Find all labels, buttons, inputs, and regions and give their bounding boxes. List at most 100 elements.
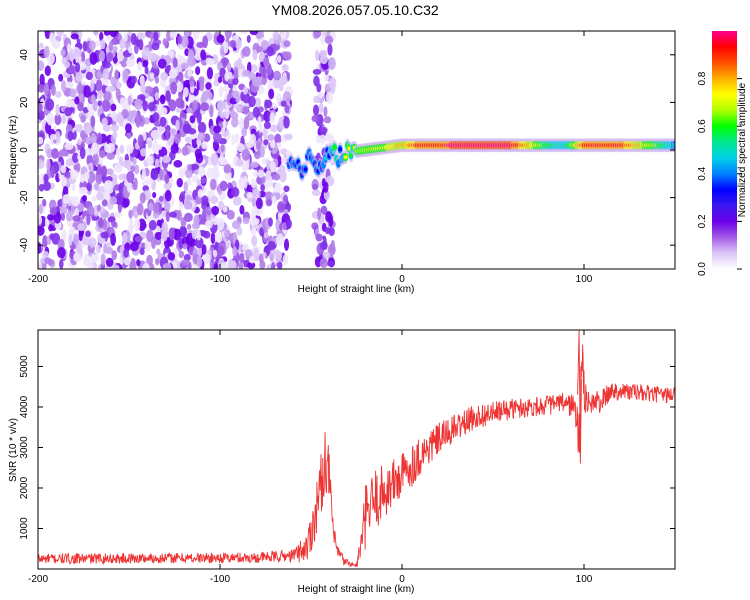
spectrogram-noise-cell bbox=[66, 43, 72, 54]
spectrogram-noise-cell bbox=[177, 35, 183, 45]
spectrogram-noise-cell bbox=[84, 171, 90, 181]
spectrogram-noise-cell bbox=[95, 171, 103, 185]
spectrogram-noise-band-cell bbox=[311, 222, 319, 230]
spectrogram-noise-cell bbox=[60, 165, 67, 173]
spectrogram-noise-cell bbox=[38, 136, 44, 145]
spectrogram-noise-cell bbox=[222, 85, 229, 92]
snr-series-line bbox=[38, 344, 675, 568]
spectrogram-noise-cell bbox=[64, 60, 71, 69]
spectrogram-noise-cell bbox=[175, 81, 184, 93]
spectrogram-noise-cell bbox=[239, 252, 245, 263]
spectrogram-noise-cell bbox=[284, 104, 290, 114]
spectrogram-noise-cell bbox=[263, 56, 270, 68]
spectrogram-noise-cell bbox=[268, 88, 275, 100]
spectrogram-noise-cell bbox=[161, 221, 169, 234]
spectrogram-noise-cell bbox=[121, 109, 129, 119]
colorbar-axes: 0.0 0.2 0.4 0.6 0.8 bbox=[697, 71, 742, 276]
spectrogram-noise-cell bbox=[110, 103, 117, 112]
spectrogram-noise-cell bbox=[212, 249, 218, 258]
spectrogram-noise-cell bbox=[96, 132, 103, 145]
spectrogram-noise-cell bbox=[92, 153, 99, 166]
spectrogram-noise-band-cell bbox=[325, 211, 333, 222]
spectrogram-noise-cell bbox=[197, 132, 206, 142]
spectrogram-noise-cell bbox=[144, 65, 149, 75]
spectrogram-noise-cell bbox=[282, 254, 289, 266]
spectrogram-noise-cell bbox=[278, 82, 284, 92]
spectrogram-noise-cell bbox=[198, 166, 206, 177]
spectrogram-noise-cell bbox=[46, 112, 55, 126]
spectrogram-noise-cell bbox=[65, 158, 74, 167]
spectrogram-noise-cell bbox=[217, 76, 223, 84]
spectrogram-noise-cell bbox=[241, 148, 250, 161]
spectrogram-noise-cell bbox=[99, 31, 104, 41]
spectrogram-noise-cell bbox=[235, 105, 241, 112]
spectrogram-noise-cell bbox=[182, 86, 189, 98]
spectrogram-noise-cell bbox=[146, 155, 154, 166]
spectrogram-noise-cell bbox=[226, 62, 232, 72]
spectrogram-noise-cell bbox=[148, 219, 157, 231]
spectrogram-noise-band-cell bbox=[311, 114, 320, 123]
spectrogram-noise-cell bbox=[97, 90, 104, 98]
spectrogram-noise-cell bbox=[175, 97, 184, 109]
spectrogram-noise-cell bbox=[113, 162, 123, 173]
spectrogram-noise-band-cell bbox=[311, 189, 321, 197]
spectrogram-noise-cell bbox=[141, 180, 149, 187]
spectrogram-noise-cell bbox=[205, 219, 213, 229]
spectrogram-noise-cell bbox=[58, 73, 64, 82]
spectrogram-noise-cell bbox=[191, 229, 197, 240]
spectrogram-noise-band-cell bbox=[325, 91, 333, 104]
spectrogram-noise-cell bbox=[136, 32, 146, 40]
spectrogram-noise-cell bbox=[38, 60, 45, 71]
spectrogram-noise-cell bbox=[152, 191, 157, 199]
spectrogram-noise-cell bbox=[159, 78, 167, 88]
spectrogram-noise-cell bbox=[126, 171, 135, 184]
spectrogram-noise-cell bbox=[101, 199, 108, 207]
spectrogram-noise-cell bbox=[104, 180, 113, 188]
spectrogram-noise-cell bbox=[255, 45, 264, 53]
spectrogram-noise-cell bbox=[43, 181, 51, 191]
spectrogram-noise-cell bbox=[243, 116, 250, 130]
spectrogram-noise-cell bbox=[244, 249, 253, 258]
spectrogram-noise-cell bbox=[57, 246, 66, 259]
spectrogram-noise-cell bbox=[109, 31, 119, 38]
spectrogram-noise-cell bbox=[181, 259, 190, 266]
spectrogram-noise-cell bbox=[201, 195, 209, 206]
spectrogram-noise-band-cell bbox=[312, 68, 322, 75]
spectrogram-noise-cell bbox=[260, 184, 265, 192]
spectrogram-noise-cell bbox=[67, 130, 74, 142]
spectrogram-noise-cell bbox=[90, 115, 96, 128]
spectrogram-noise-cell bbox=[178, 194, 185, 203]
spectrogram-noise-cell bbox=[224, 72, 230, 82]
spectrogram-noise-cell bbox=[195, 152, 204, 164]
spectrogram-noise-cell bbox=[131, 158, 137, 166]
spectrogram-noise-cell bbox=[62, 186, 69, 196]
spectrogram-noise-cell bbox=[42, 250, 49, 258]
spectrogram-noise-cell bbox=[200, 102, 210, 112]
spectrogram-noise-cell bbox=[60, 229, 67, 243]
spectrogram-noise-cell bbox=[160, 231, 168, 242]
spectrogram-noise-cell bbox=[263, 231, 269, 239]
spectrogram-noise-cell bbox=[196, 255, 203, 268]
spectrogram-noise-band-cell bbox=[319, 257, 329, 269]
spectrogram-noise-cell bbox=[240, 91, 245, 102]
spectrogram-noise-cell bbox=[98, 150, 106, 159]
spectrogram-noise-cell bbox=[56, 31, 64, 37]
spectrogram-noise-cell bbox=[186, 107, 193, 114]
spectrogram-noise-cell bbox=[105, 246, 114, 255]
spectrogram-noise-cell bbox=[144, 86, 153, 94]
spectrogram-noise-cell bbox=[115, 88, 121, 100]
spectrogram-noise-cell bbox=[219, 111, 227, 119]
spectrogram-noise-cell bbox=[185, 168, 193, 179]
spectrogram-noise-cell bbox=[182, 123, 192, 134]
spectrogram-noise-cell bbox=[38, 102, 43, 113]
spectrogram-noise-cell bbox=[50, 165, 55, 179]
spectrogram-noise-cell bbox=[153, 31, 159, 41]
spectrogram-noise-cell bbox=[176, 210, 182, 222]
spectrogram-noise-cell bbox=[238, 177, 245, 190]
spectrogram-noise-band-cell bbox=[322, 251, 330, 259]
spectrogram-noise-cell bbox=[43, 82, 49, 96]
snr-ytick-label: 5000 bbox=[19, 355, 30, 378]
spectrogram-noise-cell bbox=[178, 250, 185, 259]
spectrogram-noise-cell bbox=[252, 170, 259, 177]
spectrogram-noise-cell bbox=[85, 230, 91, 238]
